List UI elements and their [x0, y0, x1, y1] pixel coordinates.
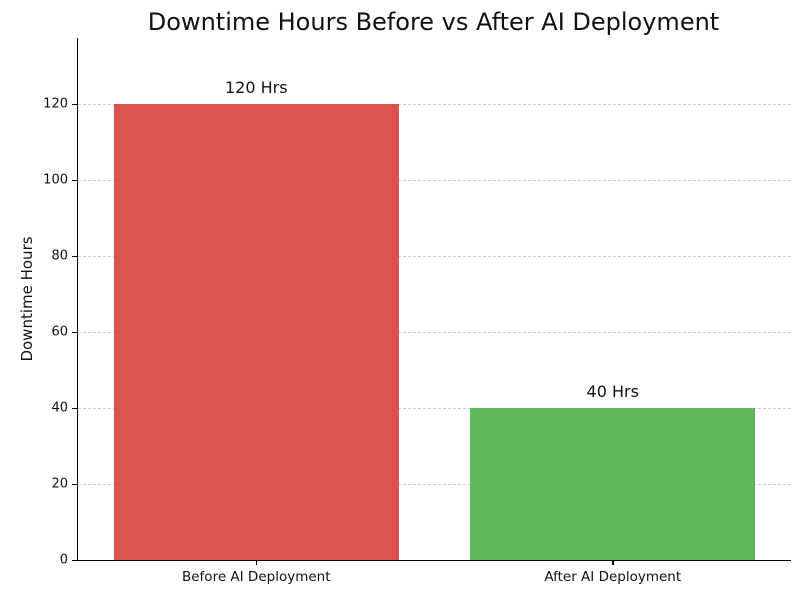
y-tick-mark [72, 407, 78, 409]
y-tick-mark [72, 559, 78, 561]
y-tick-mark [72, 179, 78, 181]
x-tick-label: After AI Deployment [544, 569, 682, 585]
y-tick-mark [72, 255, 78, 257]
y-tick-label: 40 [51, 400, 68, 416]
plot-area: 0 20 40 60 80 100 120 120 Hrs Before AI Deployme… [43, 38, 791, 585]
chart-title: Downtime Hours Before vs After AI Deploy… [147, 8, 720, 36]
y-tick-mark [72, 483, 78, 485]
x-tick-mark [612, 560, 614, 565]
bar [113, 104, 399, 560]
bar [470, 408, 756, 560]
y-tick-label: 120 [43, 96, 68, 112]
gridline [78, 180, 791, 182]
bar-value-label: 120 Hrs [224, 78, 288, 98]
y-tick-mark [72, 331, 78, 333]
y-tick-label: 80 [51, 248, 68, 264]
y-tick-label: 20 [51, 476, 68, 492]
y-tick-label: 0 [59, 552, 68, 568]
y-tick-mark [72, 103, 78, 105]
gridline [78, 256, 791, 258]
gridline [78, 332, 791, 334]
y-tick-label: 100 [43, 172, 68, 188]
x-tick-label: Before AI Deployment [181, 569, 331, 585]
gridline [78, 104, 791, 106]
y-axis-label: Downtime Hours [18, 236, 36, 362]
gridline [78, 408, 791, 410]
x-tick-mark [255, 560, 258, 565]
bar-value-label: 40 Hrs [586, 382, 639, 402]
gridline [78, 484, 791, 486]
y-tick-label: 60 [51, 324, 68, 340]
